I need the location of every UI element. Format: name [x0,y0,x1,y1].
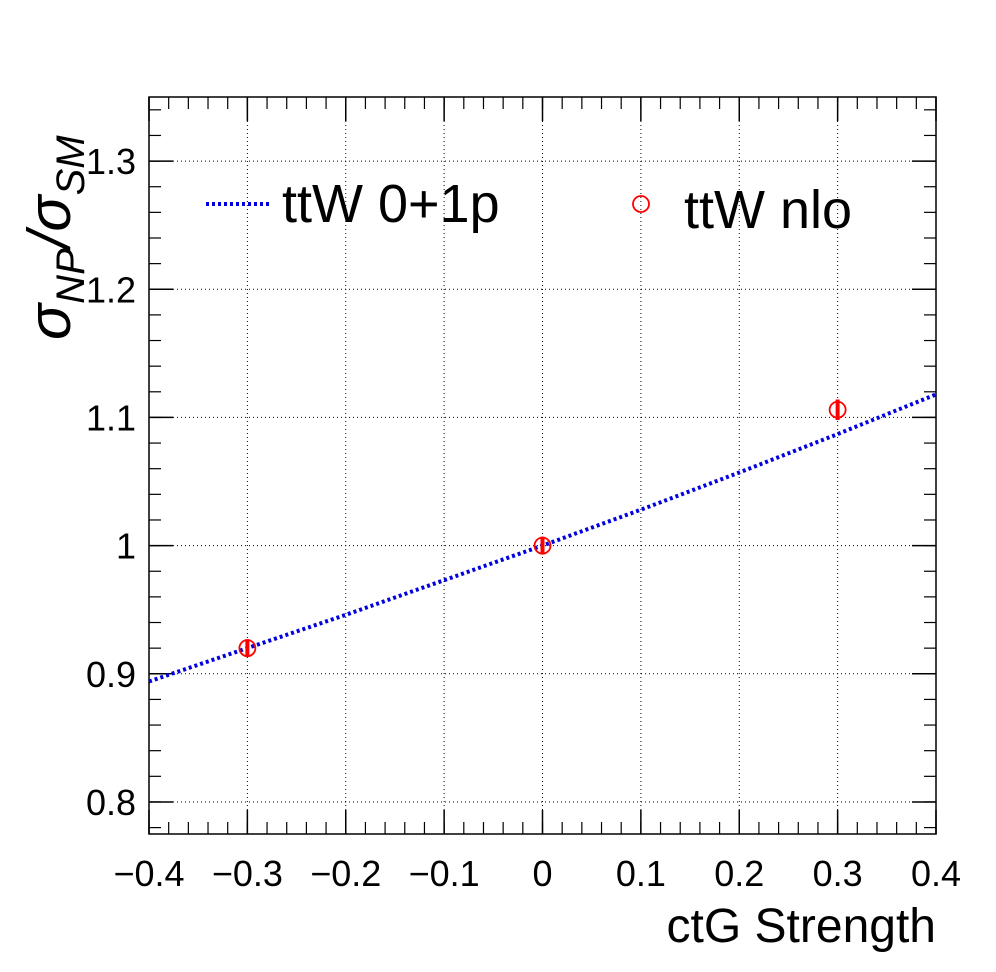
y-tick-label-5: 1.3 [86,141,136,182]
y-tick-label-1: 0.9 [86,654,136,695]
data-point-0 [238,639,257,658]
series [148,392,937,684]
x-tick-label-8: 0.4 [911,853,961,894]
plot-frame [148,96,937,835]
x-tick-label-4: 0 [532,853,552,894]
y-tick-label-3: 1.1 [86,397,136,438]
y-tick-label-2: 1 [116,526,136,567]
y-axis-denominator-symbol: σ [16,193,83,232]
x-tick-label-5: 0.1 [616,853,666,894]
y-tick-label-4: 1.2 [86,269,136,310]
x-axis-title: ctG Strength [667,900,936,953]
y-axis-numerator-sub: NP [49,248,93,304]
y-tick-labels: 0.8 0.9 1 1.1 1.2 1.3 [86,141,136,823]
legend-marker-swatch [632,195,650,213]
x-tick-labels: −0.4 −0.3 −0.2 −0.1 0 0.1 0.2 0.3 0.4 [113,853,961,894]
x-tick-label-7: 0.3 [813,853,863,894]
x-tick-label-3: −0.1 [409,853,480,894]
x-tick-label-0: −0.4 [113,853,184,894]
y-tick-label-0: 0.8 [86,782,136,823]
y-axis-numerator-symbol: σ [16,301,83,340]
grid [149,97,936,834]
x-tick-label-6: 0.2 [714,853,764,894]
y-axis-title: σNP/σSM [16,135,93,340]
tick-marks [148,97,937,834]
data-point-2 [828,400,847,419]
y-axis-denominator-sub: SM [49,135,93,196]
legend-label-marker: ttW nlo [684,180,852,240]
x-tick-label-1: −0.3 [212,853,283,894]
legend: ttW 0+1p ttW nlo [206,174,852,240]
data-point-1 [533,536,552,555]
x-tick-label-2: −0.2 [310,853,381,894]
legend-label-line: ttW 0+1p [282,174,500,234]
